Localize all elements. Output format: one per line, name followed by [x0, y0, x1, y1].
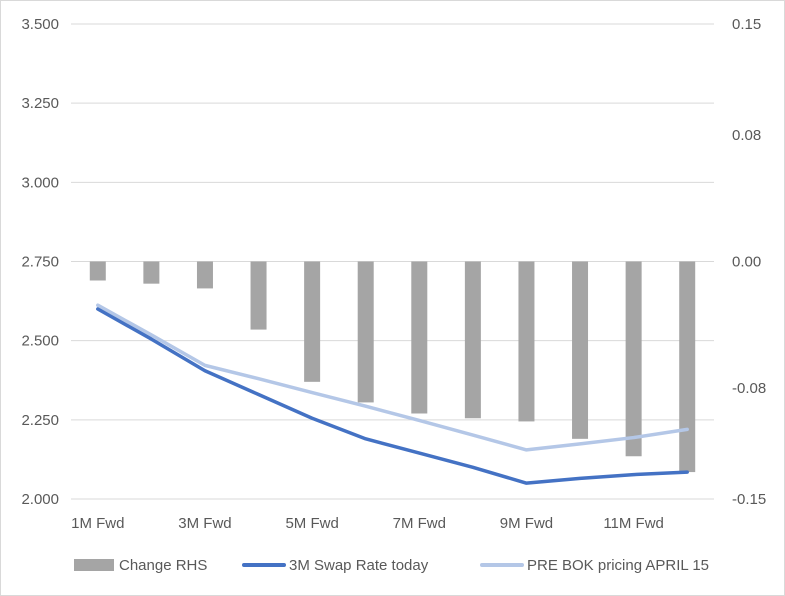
x-tick-label: 7M Fwd — [393, 515, 446, 532]
line-series — [96, 307, 689, 485]
bar — [304, 261, 321, 382]
legend-swatch — [74, 559, 114, 571]
line-series — [96, 303, 689, 452]
x-tick-label: 1M Fwd — [71, 515, 124, 532]
x-tick-label: 9M Fwd — [500, 515, 553, 532]
bar — [89, 261, 106, 281]
left-tick-label: 2.750 — [21, 254, 59, 271]
bar-series-change-rhs — [89, 261, 696, 473]
left-tick-label: 2.250 — [21, 412, 59, 429]
right-tick-label: -0.15 — [732, 491, 766, 508]
gridlines — [71, 23, 714, 500]
bar — [357, 261, 374, 403]
bar — [572, 261, 589, 439]
left-axis-ticks: 2.000 2.250 2.500 2.750 3.000 3.250 3.500 — [21, 16, 59, 508]
x-tick-label: 5M Fwd — [285, 515, 338, 532]
right-tick-label: 0.00 — [732, 254, 761, 271]
bar — [625, 261, 642, 457]
right-tick-label: -0.08 — [732, 380, 766, 397]
right-tick-label: 0.15 — [732, 16, 761, 33]
bar — [679, 261, 696, 473]
legend: Change RHS 3M Swap Rate today PRE BOK pric… — [74, 557, 709, 574]
left-tick-label: 3.500 — [21, 16, 59, 33]
bar — [143, 261, 160, 284]
bar — [196, 261, 213, 289]
left-tick-label: 3.000 — [21, 174, 59, 191]
bar — [464, 261, 481, 419]
bar — [250, 261, 267, 330]
bar — [411, 261, 428, 414]
bar — [518, 261, 535, 422]
legend-label: PRE BOK pricing APRIL 15 — [527, 557, 709, 574]
left-tick-label: 2.000 — [21, 491, 59, 508]
line-series-group — [96, 303, 689, 485]
x-tick-label: 11M Fwd — [603, 515, 664, 532]
right-tick-label: 0.08 — [732, 127, 761, 144]
legend-label: Change RHS — [119, 557, 207, 574]
right-axis-ticks: -0.15 -0.08 0.00 0.08 0.15 — [732, 16, 766, 508]
x-tick-label: 3M Fwd — [178, 515, 231, 532]
legend-label: 3M Swap Rate today — [289, 557, 429, 574]
left-tick-label: 2.500 — [21, 333, 59, 350]
x-axis-ticks: 1M Fwd 3M Fwd 5M Fwd 7M Fwd 9M Fwd 11M Fwd — [71, 515, 664, 532]
left-tick-label: 3.250 — [21, 95, 59, 112]
